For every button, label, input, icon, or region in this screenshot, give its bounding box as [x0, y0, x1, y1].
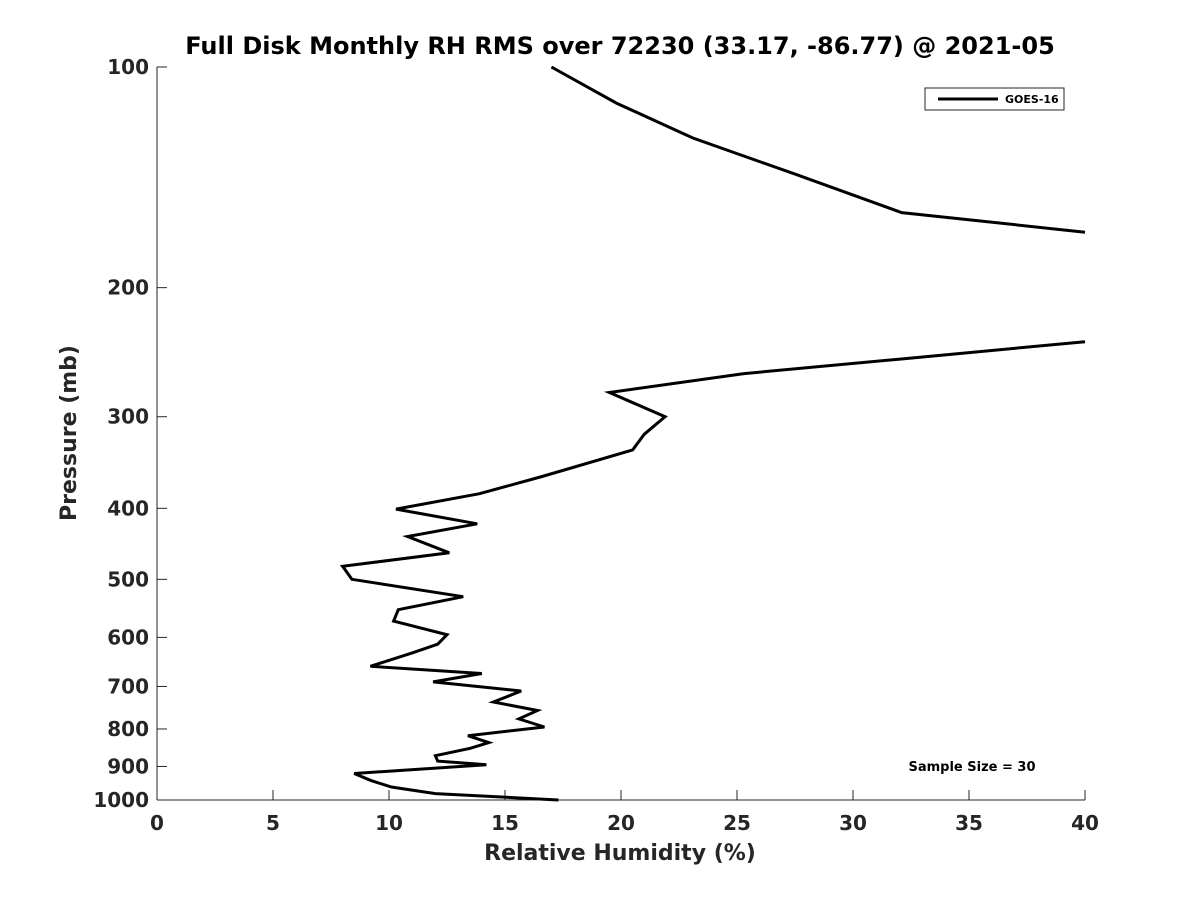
- y-tick-label-800: 800: [107, 717, 149, 741]
- y-tick-label-100: 100: [107, 55, 149, 79]
- x-axis-ticks: 0 5 10 15 20 25 30 35 40: [150, 790, 1099, 835]
- x-tick-label-35: 35: [955, 811, 983, 835]
- x-tick-label-20: 20: [607, 811, 635, 835]
- sample-size-annotation: Sample Size = 30: [908, 760, 1035, 775]
- y-tick-label-900: 900: [107, 754, 149, 778]
- x-tick-label-40: 40: [1071, 811, 1099, 835]
- x-tick-label-5: 5: [266, 811, 280, 835]
- y-tick-label-500: 500: [107, 567, 149, 591]
- axes: 0 5 10 15 20 25 30 35 40 100 200 300 400 500 600 700 80…: [93, 55, 1099, 835]
- y-tick-label-200: 200: [107, 276, 149, 300]
- y-tick-label-400: 400: [107, 496, 149, 520]
- x-tick-label-10: 10: [375, 811, 403, 835]
- legend-label-goes-16: GOES-16: [1005, 93, 1059, 106]
- y-tick-label-1000: 1000: [93, 788, 149, 812]
- legend: GOES-16: [924, 87, 1065, 111]
- x-tick-label-0: 0: [150, 811, 164, 835]
- series-line-goes-16-segment-1: [550, 65, 1086, 234]
- y-axis-title: Pressure (mb): [57, 345, 82, 521]
- series-layer: [339, 65, 1086, 802]
- y-tick-label-700: 700: [107, 674, 149, 698]
- y-tick-label-600: 600: [107, 625, 149, 649]
- y-tick-label-300: 300: [107, 405, 149, 429]
- x-tick-label-30: 30: [839, 811, 867, 835]
- x-axis-title: Relative Humidity (%): [484, 841, 756, 866]
- series-line-goes-16-segment-2: [339, 340, 1086, 802]
- y-axis-ticks: 100 200 300 400 500 600 700 800 900 1000: [93, 55, 167, 812]
- x-tick-label-15: 15: [491, 811, 519, 835]
- chart-title: Full Disk Monthly RH RMS over 72230 (33.…: [185, 32, 1055, 60]
- x-tick-label-25: 25: [723, 811, 751, 835]
